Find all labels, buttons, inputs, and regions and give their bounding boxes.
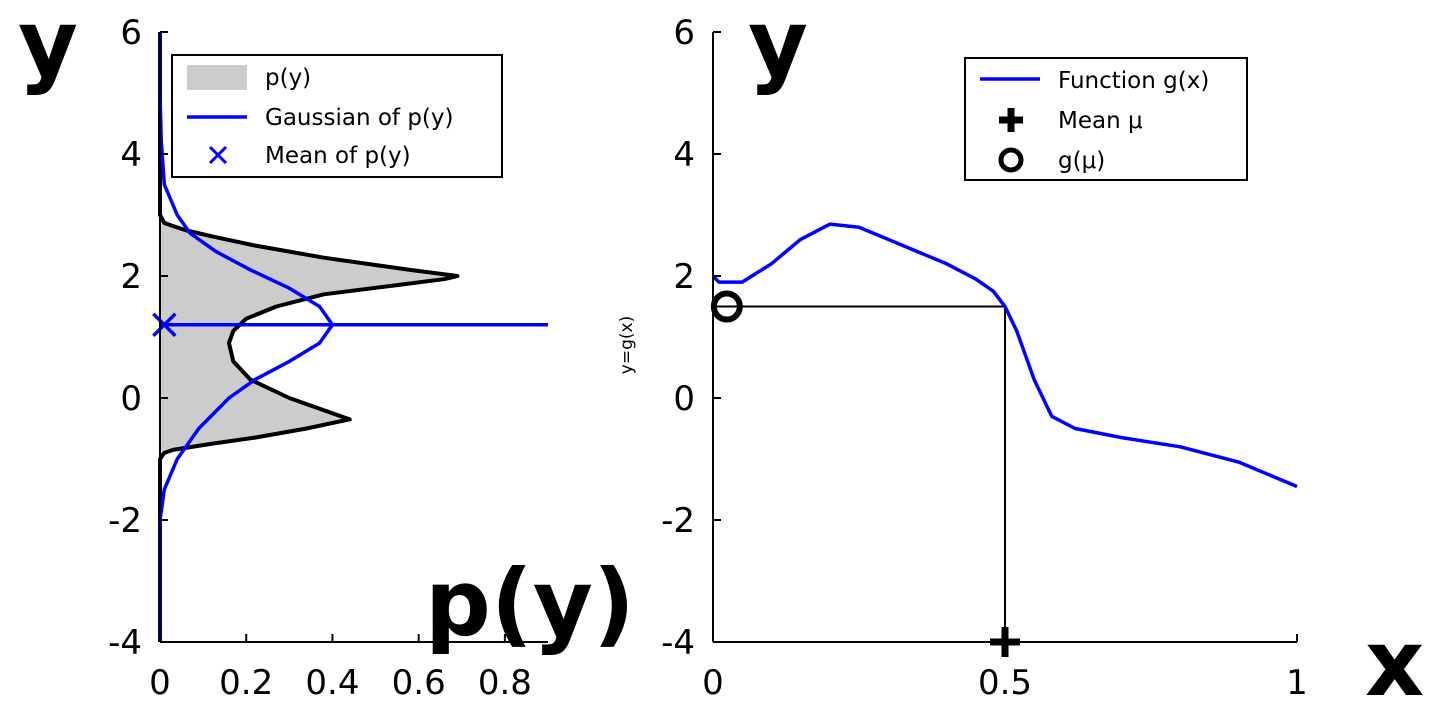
x-tick-label: 0.6 <box>392 663 446 703</box>
density-fill <box>160 32 458 642</box>
y-tick-label: 6 <box>673 13 695 53</box>
x-tick-label: 0 <box>149 663 171 703</box>
g-mu-marker-circle <box>710 290 743 323</box>
y-tick-label: 0 <box>673 379 695 419</box>
density-outline <box>158 32 460 642</box>
y-tick-label: -4 <box>108 623 142 663</box>
legend-1-item-2: Mean of p(y) <box>265 143 411 169</box>
x-tick-label: 0.5 <box>978 663 1032 703</box>
x-tick-label: 0.8 <box>478 663 532 703</box>
x-tick-label: 0.4 <box>305 663 359 703</box>
mean-marker-x <box>152 312 177 338</box>
legend-swatch-circle <box>998 147 1024 173</box>
gaussian-curve <box>158 32 335 642</box>
y-tick-label: 2 <box>673 257 695 297</box>
x-tick-label: 0 <box>702 663 724 703</box>
mean-marker-plus <box>990 627 1020 657</box>
legend-1: p(y) Gaussian of p(y) Mean of p(y) <box>171 54 503 178</box>
function-curve <box>711 222 1298 489</box>
legend-swatch-fill <box>187 65 247 90</box>
x-tick-label: 0.2 <box>219 663 273 703</box>
y-tick-label: 6 <box>120 13 142 53</box>
legend-swatch-x <box>208 145 228 165</box>
axis-label-x: x <box>1365 610 1424 707</box>
legend-1-item-0: p(y) <box>265 65 311 91</box>
axis-label-y-left: y <box>18 0 78 97</box>
y-axis-label-right: y=g(x) <box>617 316 637 374</box>
y-tick-label: -2 <box>661 501 695 541</box>
legend-swatch-plus <box>999 108 1023 132</box>
y-tick-label: 4 <box>673 135 695 175</box>
legend-2: Function g(x) Mean μ g(μ) <box>964 57 1248 181</box>
legend-1-item-1: Gaussian of p(y) <box>265 105 453 131</box>
legend-2-item-1: Mean μ <box>1058 108 1143 134</box>
y-tick-label: 2 <box>120 257 142 297</box>
axis-label-y-right: y <box>748 0 808 97</box>
y-tick-label: -2 <box>108 501 142 541</box>
legend-2-item-2: g(μ) <box>1058 148 1105 174</box>
y-tick-label: 4 <box>120 135 142 175</box>
y-tick-label: 0 <box>120 379 142 419</box>
y-tick-label: -4 <box>661 623 695 663</box>
axis-label-py: p(y) <box>425 550 635 657</box>
legend-2-item-0: Function g(x) <box>1058 68 1209 94</box>
x-tick-label: 1 <box>1286 663 1308 703</box>
